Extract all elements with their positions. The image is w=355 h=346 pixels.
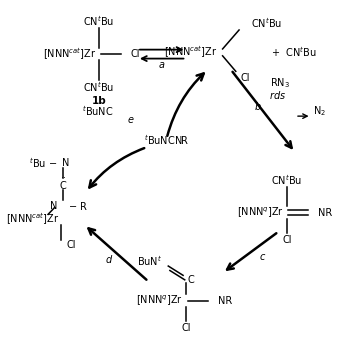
Text: $d$: $d$ — [105, 253, 113, 265]
Text: [NNN$^q$]Zr: [NNN$^q$]Zr — [136, 293, 183, 308]
Text: [NNN$^{cat}$]Zr: [NNN$^{cat}$]Zr — [43, 46, 96, 62]
Text: 1b: 1b — [92, 95, 106, 106]
Text: N$_2$: N$_2$ — [313, 104, 326, 118]
Text: [NNN$^q$]Zr: [NNN$^q$]Zr — [236, 206, 284, 220]
Text: N: N — [62, 158, 69, 168]
Text: $^t$Bu $-$: $^t$Bu $-$ — [29, 156, 57, 170]
Text: CN$^t$Bu: CN$^t$Bu — [251, 16, 282, 30]
Text: $^t$BuNCNR: $^t$BuNCNR — [144, 133, 190, 147]
Text: Cl: Cl — [130, 49, 140, 59]
Text: Cl: Cl — [182, 323, 191, 333]
Text: $+$  CN$^t$Bu: $+$ CN$^t$Bu — [271, 45, 316, 59]
Text: $rds$: $rds$ — [269, 89, 286, 101]
Text: $e$: $e$ — [127, 115, 135, 125]
Text: $a$: $a$ — [158, 61, 165, 71]
Text: [NNN$^{cat}$]Zr: [NNN$^{cat}$]Zr — [164, 45, 218, 60]
Text: N: N — [50, 201, 57, 211]
Text: CN$^t$Bu: CN$^t$Bu — [83, 15, 115, 28]
Text: [NNN$^{cat}$]Zr: [NNN$^{cat}$]Zr — [6, 212, 60, 227]
Text: Cl: Cl — [241, 73, 250, 83]
Text: NR: NR — [318, 208, 332, 218]
Text: CN$^t$Bu: CN$^t$Bu — [83, 80, 115, 94]
Text: CN$^t$Bu: CN$^t$Bu — [271, 173, 302, 187]
Text: $\ddot{\rm C}$: $\ddot{\rm C}$ — [59, 176, 67, 192]
Text: $b$: $b$ — [254, 100, 262, 112]
Text: RN$_3$: RN$_3$ — [271, 76, 290, 90]
Text: BuN$^t$: BuN$^t$ — [137, 254, 162, 268]
Text: $c$: $c$ — [259, 253, 266, 262]
Text: NR: NR — [218, 295, 232, 306]
Text: $-$ R: $-$ R — [68, 200, 88, 212]
Text: C: C — [187, 275, 194, 285]
Text: $^t$BuNC: $^t$BuNC — [82, 104, 114, 118]
Text: Cl: Cl — [282, 235, 291, 245]
Text: Cl: Cl — [66, 240, 76, 251]
